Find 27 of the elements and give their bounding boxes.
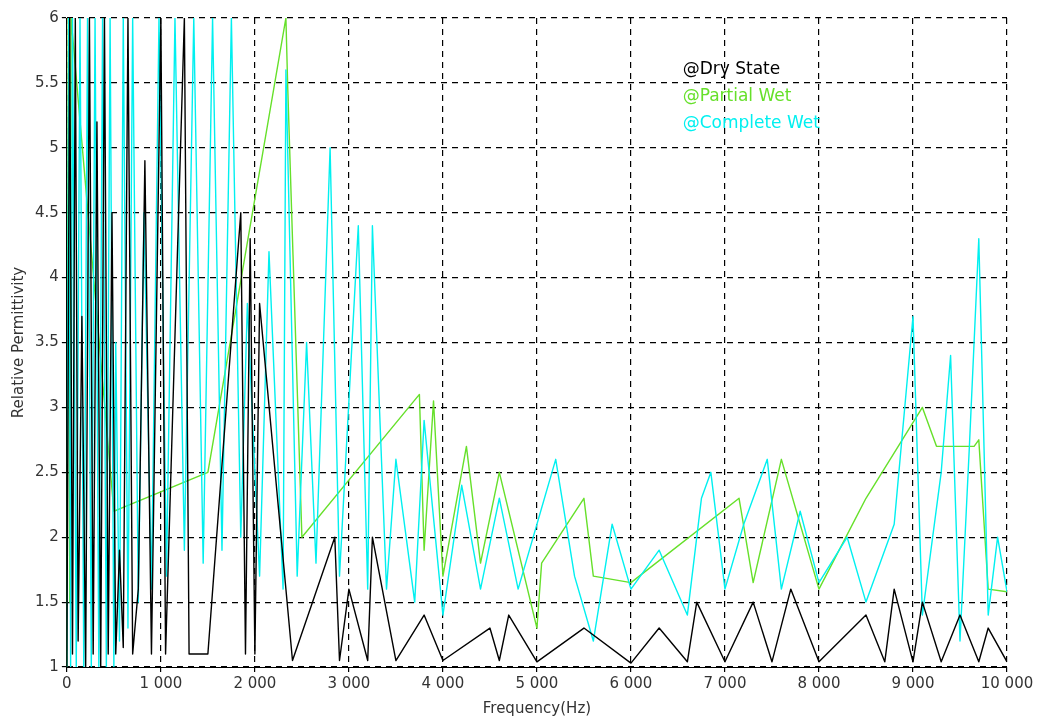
x-tick-label: 5 000: [515, 673, 559, 692]
x-tick-label: 9 000: [891, 673, 935, 692]
y-tick-label: 4: [49, 267, 59, 286]
x-tick-label: 10 000: [980, 673, 1034, 692]
x-tick-label: 4 000: [421, 673, 465, 692]
x-tick-label: 2 000: [233, 673, 277, 692]
y-tick-label: 1.5: [35, 591, 59, 610]
x-tick-label: 7 000: [703, 673, 747, 692]
y-axis-title: Relative Permittivity: [8, 266, 27, 419]
x-axis-title: Frequency(Hz): [482, 698, 592, 717]
y-tick-label: 4.5: [35, 202, 59, 221]
x-tick-label: 1 000: [139, 673, 183, 692]
text: @Partial Wet: [682, 85, 792, 106]
text: @Complete Wet: [682, 112, 821, 133]
y-tick-label: 1: [49, 656, 59, 675]
x-tick-label: 6 000: [609, 673, 653, 692]
y-tick-label: 5.5: [35, 72, 59, 91]
text: @Dry State: [682, 58, 781, 79]
y-tick-label: 2.5: [35, 462, 59, 481]
y-tick-label: 3.5: [35, 332, 59, 351]
y-tick-label: 2: [49, 527, 59, 546]
y-tick-label: 6: [49, 7, 59, 26]
x-tick-label: 8 000: [797, 673, 841, 692]
y-tick-label: 3: [49, 397, 59, 416]
x-tick-label: 0: [62, 673, 72, 692]
y-tick-label: 5: [49, 137, 59, 156]
x-tick-label: 3 000: [327, 673, 371, 692]
